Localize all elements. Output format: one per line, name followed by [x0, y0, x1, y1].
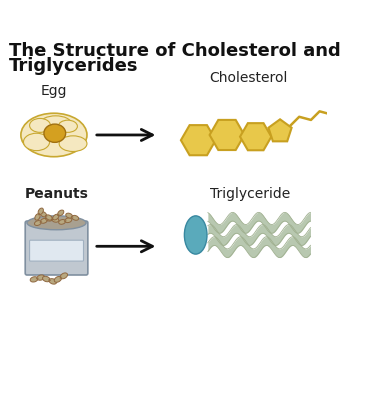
Ellipse shape — [53, 214, 59, 220]
Polygon shape — [268, 119, 292, 141]
Ellipse shape — [59, 220, 65, 224]
Ellipse shape — [184, 216, 207, 254]
Ellipse shape — [72, 215, 79, 220]
Ellipse shape — [40, 116, 71, 131]
Ellipse shape — [52, 218, 59, 222]
Ellipse shape — [45, 216, 52, 221]
Polygon shape — [209, 120, 244, 150]
Ellipse shape — [23, 133, 50, 151]
FancyBboxPatch shape — [25, 221, 88, 275]
Ellipse shape — [35, 214, 40, 220]
Text: Triglycerides: Triglycerides — [9, 57, 138, 75]
Ellipse shape — [59, 136, 87, 152]
Ellipse shape — [42, 276, 50, 282]
Ellipse shape — [27, 216, 86, 230]
Ellipse shape — [58, 210, 64, 216]
Ellipse shape — [30, 277, 38, 282]
Ellipse shape — [40, 212, 47, 217]
Ellipse shape — [65, 218, 72, 222]
Ellipse shape — [60, 273, 68, 279]
Text: The Structure of Cholesterol and: The Structure of Cholesterol and — [9, 42, 340, 60]
Text: Triglyceride: Triglyceride — [210, 187, 291, 201]
Ellipse shape — [46, 215, 52, 220]
Ellipse shape — [35, 220, 41, 226]
Text: Cholesterol: Cholesterol — [209, 71, 288, 85]
Polygon shape — [240, 123, 271, 150]
Ellipse shape — [37, 275, 45, 280]
Ellipse shape — [58, 120, 77, 132]
Ellipse shape — [41, 218, 47, 223]
Text: Egg: Egg — [41, 85, 67, 98]
FancyBboxPatch shape — [30, 240, 83, 261]
Ellipse shape — [38, 208, 43, 214]
Text: Peanuts: Peanuts — [24, 187, 88, 201]
Polygon shape — [181, 125, 216, 155]
Ellipse shape — [44, 124, 66, 142]
Ellipse shape — [66, 213, 73, 218]
Ellipse shape — [30, 118, 50, 132]
Ellipse shape — [49, 278, 57, 284]
Ellipse shape — [21, 113, 87, 157]
Ellipse shape — [54, 276, 62, 282]
